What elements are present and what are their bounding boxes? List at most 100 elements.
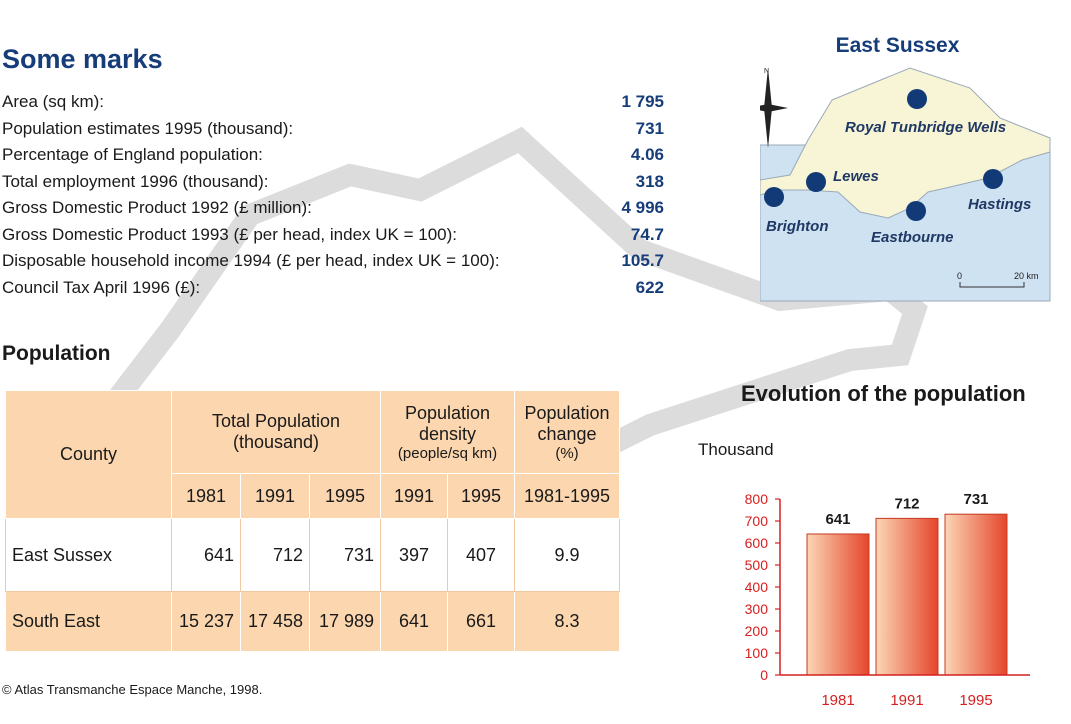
- key-figure-row: Percentage of England population: 4.06: [2, 145, 664, 171]
- population-section-title: Population: [2, 342, 111, 365]
- key-figure-row: Total employment 1996 (thousand): 318: [2, 172, 664, 198]
- bar-1991: [875, 517, 939, 676]
- header-total-line2: (thousand): [232, 432, 320, 452]
- key-figure-label: Council Tax April 1996 (£):: [2, 277, 201, 297]
- x-axis: 1981 1991 1995: [780, 674, 1030, 709]
- town-label-hastings: Hastings: [968, 196, 1032, 213]
- table-row: East Sussex 641 712 731 397 407 9.9: [5, 518, 620, 592]
- population-bar-chart: 0 100 200 300 400 500 600 700 800 641 712 731 1981…: [745, 491, 1030, 709]
- town-label-lewes: Lewes: [833, 168, 879, 185]
- key-figure-row: Disposable household income 1994 (£ per …: [2, 251, 664, 277]
- y-tick-label: 400: [745, 579, 769, 595]
- chart-title: Evolution of the population: [741, 381, 1026, 406]
- key-figure-value: 4.06: [630, 145, 664, 164]
- header-change-line1: Population: [524, 402, 610, 423]
- bar-value-label: 641: [825, 511, 850, 528]
- town-label-royal-tunbridge-wells: Royal Tunbridge Wells: [845, 119, 1007, 136]
- x-tick-label: 1981: [821, 692, 854, 709]
- x-tick-label: 1991: [890, 692, 923, 709]
- header-period: 1981-1995: [514, 473, 620, 519]
- bar-1995: [944, 513, 1008, 676]
- town-dot-lewes: [806, 172, 826, 192]
- y-tick-label: 600: [745, 535, 769, 551]
- bar-value-label: 712: [894, 495, 919, 512]
- copyright-credit: © Atlas Transmanche Espace Manche, 1998.: [2, 682, 263, 697]
- table-cell: 641: [380, 591, 448, 652]
- town-dot-brighton: [764, 187, 784, 207]
- table-cell: 661: [447, 591, 515, 652]
- table-cell: 407: [447, 518, 515, 592]
- key-figure-value: 731: [635, 118, 664, 138]
- county-name: South East: [5, 591, 172, 652]
- header-year: 1995: [447, 473, 515, 519]
- header-total-line1: Total Population: [211, 411, 341, 431]
- table-row: South East 15 237 17 458 17 989 641 661 …: [5, 591, 620, 652]
- key-figure-value: 105.7: [621, 251, 664, 270]
- county-name: East Sussex: [5, 518, 172, 592]
- bar-value-label: 731: [963, 491, 988, 508]
- key-figure-value: 4 996: [621, 198, 664, 217]
- bars: 641 712 731: [806, 491, 1008, 676]
- table-cell: 641: [171, 518, 241, 592]
- chart-y-unit: Thousand: [698, 440, 774, 459]
- key-figure-label: Population estimates 1995 (thousand):: [2, 118, 294, 138]
- table-cell: 712: [240, 518, 310, 592]
- key-figure-label: Percentage of England population:: [2, 145, 263, 164]
- town-label-eastbourne: Eastbourne: [871, 229, 954, 246]
- x-tick-label: 1995: [959, 692, 992, 709]
- table-cell: 17 458: [240, 591, 310, 652]
- town-dot-hastings: [983, 169, 1003, 189]
- table-cell: 397: [380, 518, 448, 592]
- header-density-line2: density: [418, 423, 477, 444]
- key-figure-row: Gross Domestic Product 1992 (£ million):…: [2, 198, 664, 224]
- header-population-density: Population density (people/sq km): [380, 390, 515, 474]
- y-tick-label: 100: [745, 645, 769, 661]
- scale-start-label: 0: [957, 271, 962, 281]
- y-tick-label: 0: [760, 667, 768, 683]
- key-figure-label: Gross Domestic Product 1992 (£ million):: [2, 198, 312, 217]
- table-cell: 9.9: [514, 518, 620, 592]
- header-density-line1: Population: [404, 402, 491, 423]
- y-tick-label: 300: [745, 601, 769, 617]
- header-year: 1981: [171, 473, 241, 519]
- header-density-line3: (people/sq km): [397, 444, 498, 462]
- header-total-population: Total Population (thousand): [171, 390, 381, 474]
- y-axis: 0 100 200 300 400 500 600 700 800: [745, 491, 781, 683]
- table-cell: 15 237: [171, 591, 241, 652]
- header-change-line2: change: [537, 423, 597, 444]
- header-county: County: [5, 390, 172, 519]
- key-figure-label: Gross Domestic Product 1993 (£ per head,…: [2, 224, 457, 244]
- bar-1981: [806, 533, 870, 676]
- y-tick-label: 800: [745, 491, 769, 507]
- key-figure-value: 74.7: [630, 224, 664, 244]
- key-figure-value: 1 795: [621, 92, 664, 111]
- header-year: 1995: [309, 473, 381, 519]
- key-figure-row: Area (sq km): 1 795: [2, 92, 664, 118]
- key-figure-value: 622: [635, 277, 664, 297]
- compass-rose: N: [760, 68, 788, 148]
- north-label: N: [764, 68, 769, 75]
- town-dot-royal-tunbridge-wells: [907, 89, 927, 109]
- key-figure-label: Disposable household income 1994 (£ per …: [2, 251, 500, 270]
- map-title: East Sussex: [835, 34, 960, 57]
- table-cell: 17 989: [309, 591, 381, 652]
- table-cell: 8.3: [514, 591, 620, 652]
- y-tick-label: 200: [745, 623, 769, 639]
- key-figure-row: Council Tax April 1996 (£): 622: [2, 278, 664, 304]
- key-figure-label: Total employment 1996 (thousand):: [2, 171, 269, 191]
- scale-end-label: 20 km: [1014, 271, 1039, 281]
- population-table: County Total Population (thousand) Popul…: [5, 390, 620, 652]
- east-sussex-map: N 0 20 km: [760, 67, 1051, 302]
- map-scale-bar: 0 20 km: [957, 271, 1039, 288]
- y-tick-label: 500: [745, 557, 769, 573]
- y-tick-label: 700: [745, 513, 769, 529]
- header-population-change: Population change (%): [514, 390, 620, 474]
- town-label-brighton: Brighton: [766, 218, 829, 235]
- key-figure-label: Area (sq km):: [2, 92, 105, 111]
- header-year: 1991: [240, 473, 310, 519]
- key-figures-title: Some marks: [2, 44, 163, 74]
- key-figure-row: Gross Domestic Product 1993 (£ per head,…: [2, 225, 664, 251]
- header-year: 1991: [380, 473, 448, 519]
- header-change-line3: (%): [555, 444, 579, 462]
- town-dot-eastbourne: [906, 201, 926, 221]
